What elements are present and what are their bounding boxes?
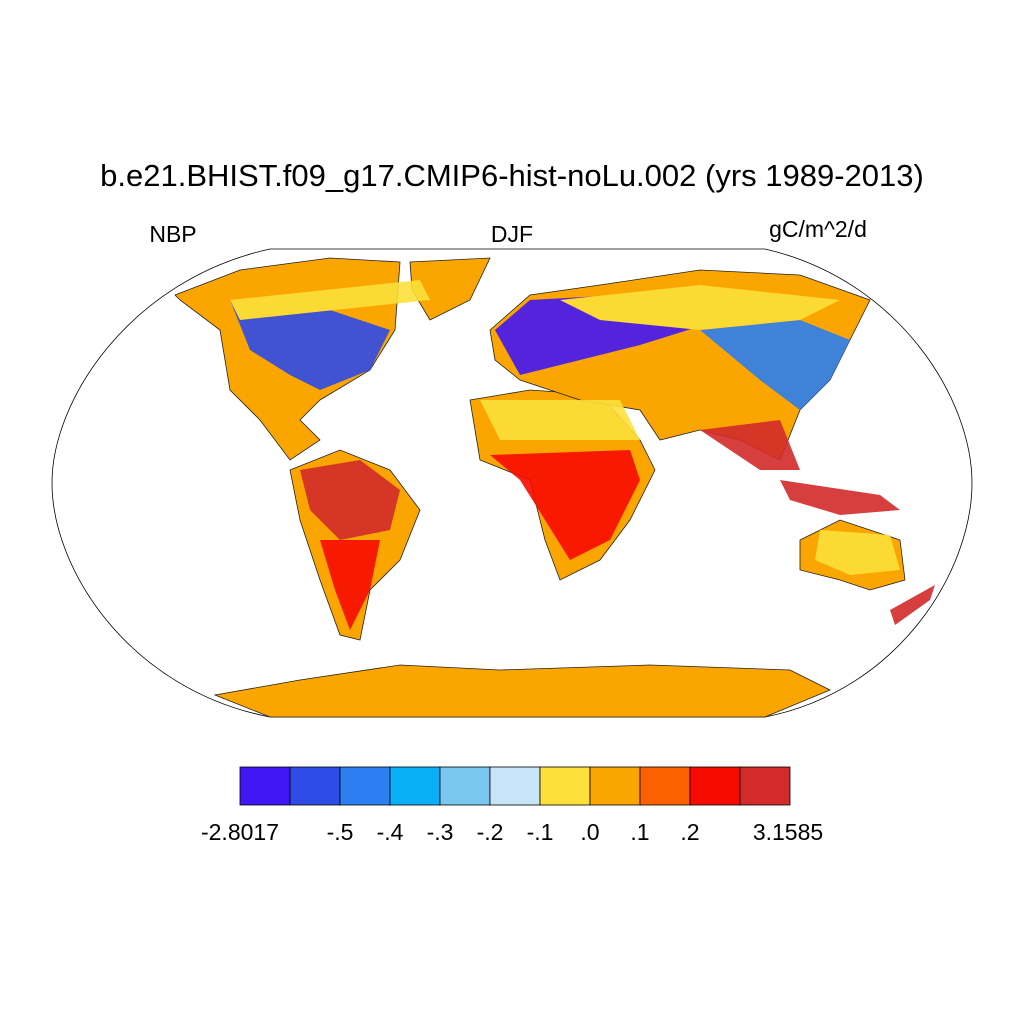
colorbar-box <box>239 766 291 806</box>
colorbar-box <box>439 766 491 806</box>
colorbar-box <box>389 766 441 806</box>
patch <box>490 450 640 560</box>
colorbar-label: -.3 <box>427 819 454 845</box>
patch <box>480 400 640 440</box>
colorbar <box>239 766 791 806</box>
patch <box>815 530 900 575</box>
colorbar-box <box>339 766 391 806</box>
colorbar-box <box>289 766 341 806</box>
patch <box>700 420 800 470</box>
colorbar-label: -.2 <box>477 819 504 845</box>
patch <box>890 585 935 625</box>
map <box>51 248 973 718</box>
colorbar-box <box>589 766 641 806</box>
patch <box>230 300 390 390</box>
colorbar-label: -.4 <box>377 819 404 845</box>
season-label: DJF <box>491 221 533 247</box>
patch <box>700 320 850 410</box>
variable-label: NBP <box>149 221 196 247</box>
colorbar-box <box>539 766 591 806</box>
colorbar-label: -.5 <box>327 819 354 845</box>
colorbar-label: -.1 <box>527 819 554 845</box>
colorbar-label: 3.1585 <box>753 819 823 845</box>
units-label: gC/m^2/d <box>769 216 867 242</box>
colorbar-labels: -2.8017 -.5 -.4 -.3 -.2 -.1 .0 .1 .2 3.1… <box>201 819 823 845</box>
colorbar-label: .2 <box>680 819 699 845</box>
colorbar-label: .1 <box>630 819 649 845</box>
field-patches <box>230 280 935 630</box>
antarctica <box>213 664 831 718</box>
colorbar-label: .0 <box>580 819 599 845</box>
colorbar-label: -2.8017 <box>201 819 279 845</box>
patch <box>560 285 840 330</box>
patch <box>230 280 430 320</box>
colorbar-box <box>639 766 691 806</box>
colorbar-box <box>739 766 791 806</box>
title: b.e21.BHIST.f09_g17.CMIP6-hist-noLu.002 … <box>100 158 924 193</box>
patch <box>300 460 400 540</box>
patch <box>780 480 900 515</box>
colorbar-box <box>489 766 541 806</box>
colorbar-box <box>689 766 741 806</box>
patch <box>320 540 380 630</box>
